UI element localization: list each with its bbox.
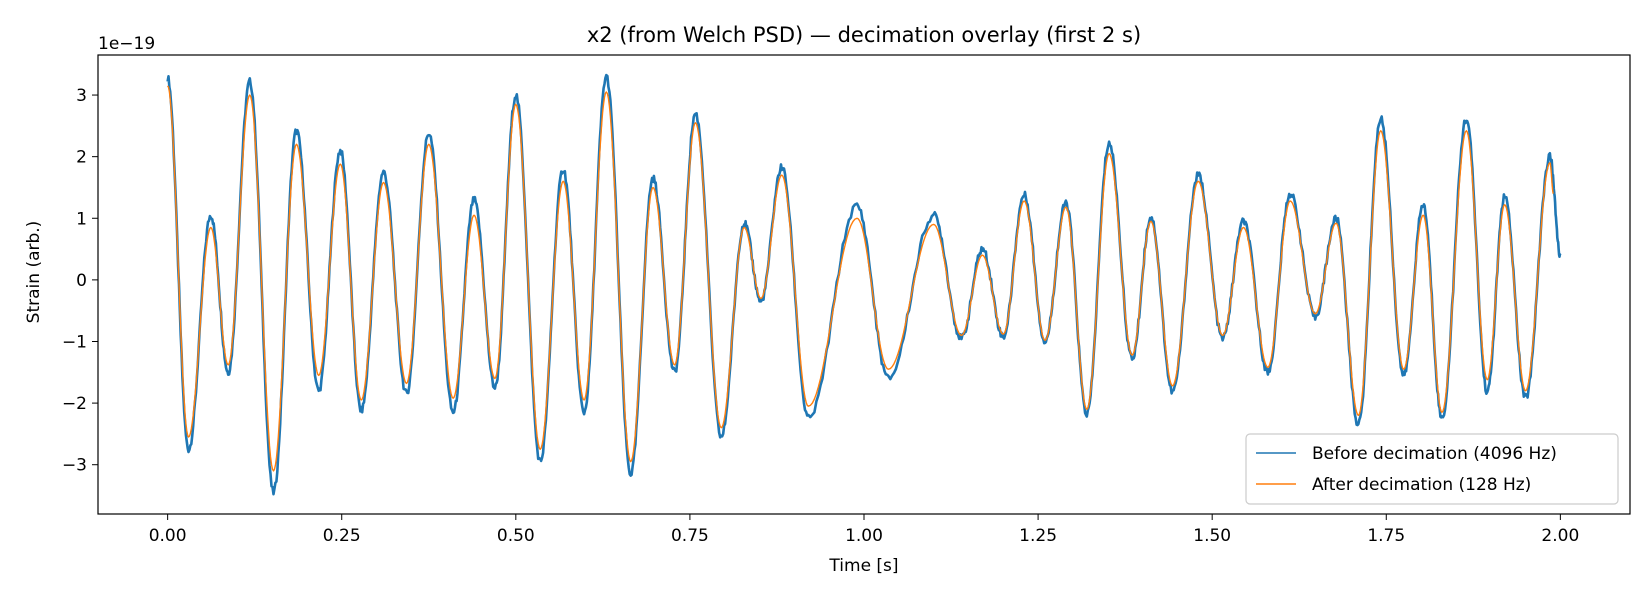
chart-title: x2 (from Welch PSD) — decimation overlay… [587, 23, 1141, 47]
x-tick-label: 0.75 [671, 526, 709, 546]
series-layer [166, 73, 1562, 496]
x-tick-label: 0.25 [323, 526, 361, 546]
y-tick-label: −1 [62, 332, 87, 352]
x-tick-label: 2.00 [1541, 526, 1579, 546]
y-offset-label: 1e−19 [98, 34, 155, 54]
y-tick-label: −3 [62, 456, 87, 476]
y-tick-label: 3 [76, 86, 87, 106]
y-tick-label: 2 [76, 148, 87, 168]
y-axis: −3 −2 −1 0 1 2 3 [62, 86, 98, 476]
x-tick-label: 1.50 [1193, 526, 1231, 546]
y-axis-title: Strain (arb.) [24, 221, 44, 324]
series-line-after-decimation [166, 85, 1554, 472]
x-tick-label: 0.00 [149, 526, 187, 546]
legend-box [1245, 433, 1619, 505]
x-axis-title: Time [s] [828, 556, 898, 576]
x-tick-label: 1.00 [845, 526, 883, 546]
y-tick-label: 0 [76, 271, 87, 291]
legend-label-after: After decimation (128 Hz) [1312, 475, 1531, 495]
y-tick-label: 1 [76, 209, 87, 229]
legend: Before decimation (4096 Hz) After decima… [1245, 433, 1619, 505]
y-tick-label: −2 [62, 394, 87, 414]
x-axis: 0.00 0.25 0.50 0.75 1.00 1.25 1.50 1.75 2.00 [149, 514, 1579, 546]
legend-label-before: Before decimation (4096 Hz) [1312, 444, 1557, 464]
x-tick-label: 1.25 [1019, 526, 1057, 546]
x-tick-label: 0.50 [497, 526, 535, 546]
x-tick-label: 1.75 [1367, 526, 1405, 546]
